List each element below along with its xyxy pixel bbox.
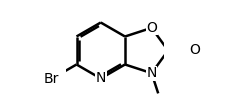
Text: N: N [95, 72, 106, 85]
Text: Br: Br [43, 72, 58, 86]
Text: O: O [146, 21, 156, 35]
Text: N: N [146, 66, 156, 80]
Text: O: O [188, 44, 199, 57]
